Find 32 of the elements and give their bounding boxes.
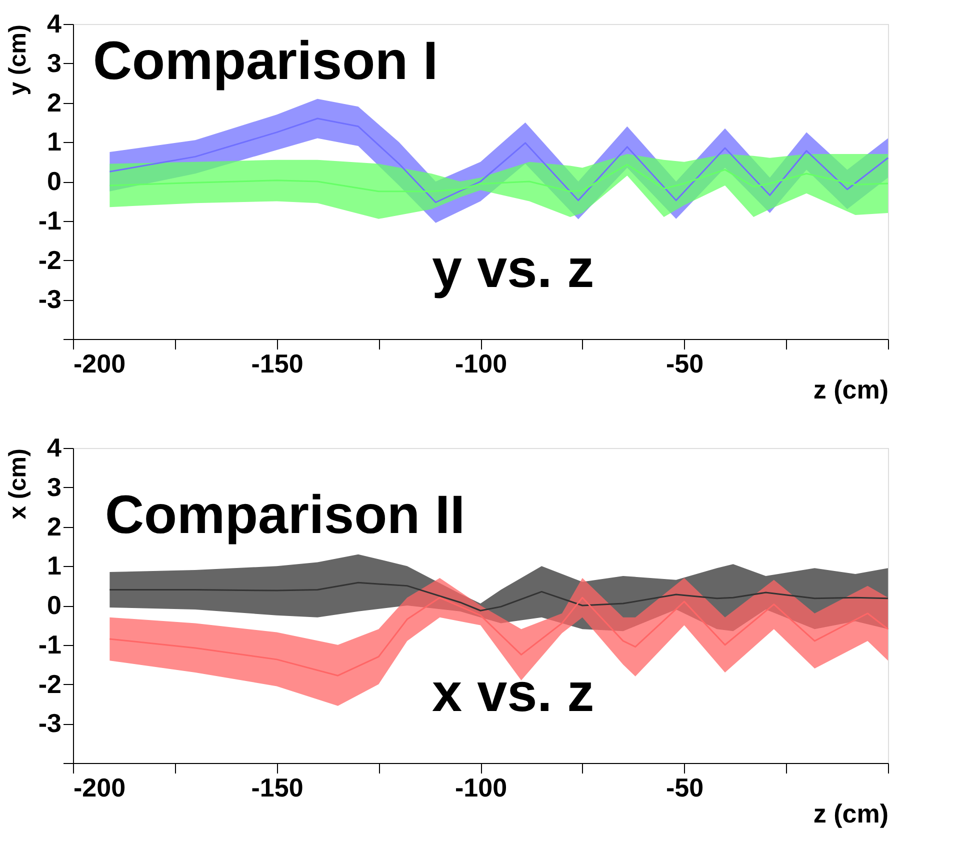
- x-tick-label: -100: [454, 772, 508, 802]
- y-tick-label: 2: [47, 87, 62, 118]
- x-tick-label: -50: [666, 772, 704, 802]
- y-tick-label: 0: [47, 166, 62, 196]
- x-axis-title: z (cm): [813, 374, 888, 404]
- y-tick-label: -3: [38, 284, 62, 314]
- y-tick-label: 2: [47, 511, 62, 542]
- y-tick-label: -2: [38, 244, 62, 275]
- y-tick-label: 3: [47, 472, 62, 502]
- x-tick-label: -150: [251, 772, 304, 802]
- x-tick-label: -150: [251, 348, 304, 378]
- y-axis-title: y (cm): [4, 24, 32, 96]
- x-tick-label: -200: [74, 772, 126, 802]
- y-tick-label: 1: [47, 126, 62, 157]
- text: Comparison II: [105, 485, 466, 545]
- chart-title: Comparison I: [93, 31, 438, 91]
- y-axis-title: x (cm): [4, 448, 32, 520]
- y-tick-label: -1: [38, 629, 62, 660]
- annotation: y vs. z: [432, 239, 594, 300]
- y-tick-label: -3: [38, 708, 62, 738]
- y-tick-label: 3: [47, 48, 62, 78]
- y-tick-label: -2: [38, 668, 62, 699]
- x-tick-label: -100: [454, 348, 508, 378]
- y-tick-label: -1: [38, 205, 62, 236]
- y-tick-label: 4: [47, 432, 62, 462]
- x-tick-label: -50: [666, 348, 704, 378]
- y-tick-label: 0: [47, 590, 62, 620]
- x-tick-label: -200: [74, 348, 126, 378]
- x-axis-title: z (cm): [813, 798, 888, 828]
- y-tick-label: 1: [47, 550, 62, 581]
- annotation: x vs. z: [432, 663, 594, 724]
- y-tick-label: 4: [47, 8, 62, 38]
